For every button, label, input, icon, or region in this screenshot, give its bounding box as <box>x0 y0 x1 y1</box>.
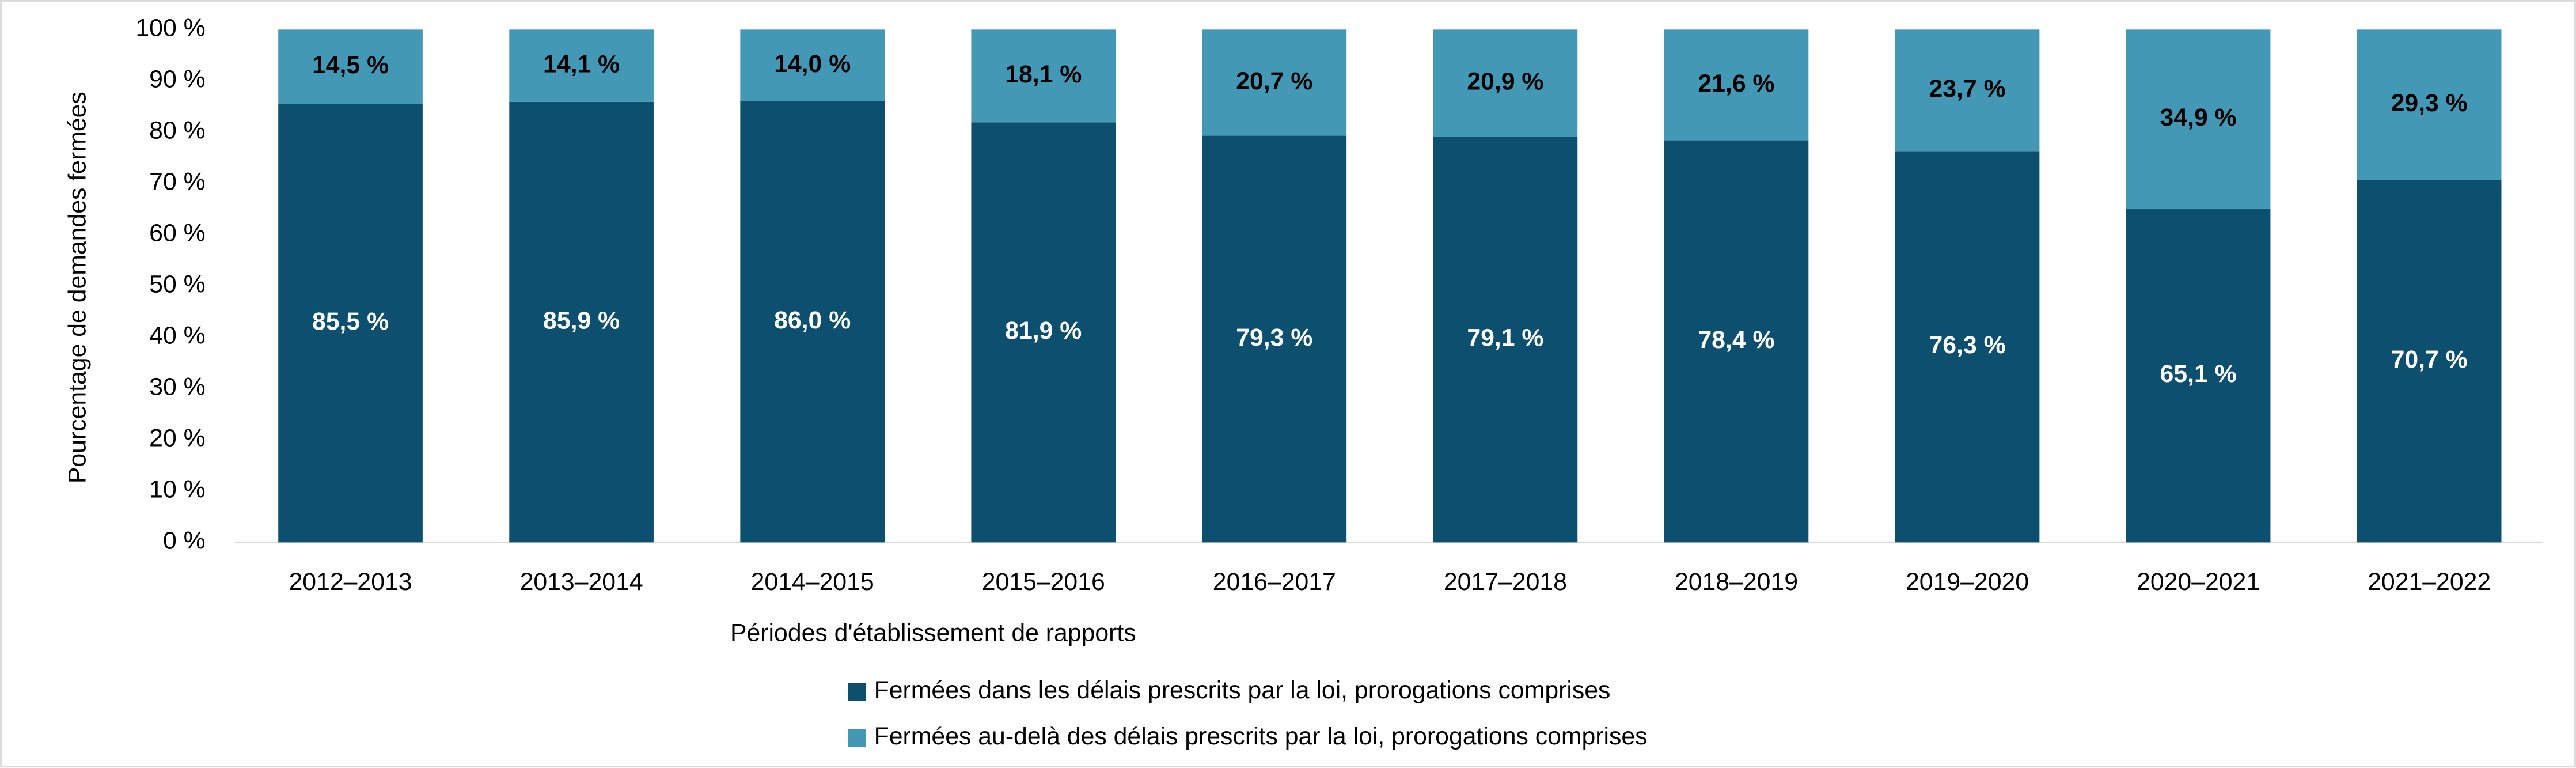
x-tick-label: 2016–2017 <box>1213 568 1336 596</box>
y-tick-label: 0 % <box>163 527 206 555</box>
bar-segment <box>740 101 885 543</box>
y-tick-label: 70 % <box>149 168 205 196</box>
bar-segment <box>1202 29 1347 136</box>
value-label: 14,1 % <box>543 50 620 78</box>
bar-segment <box>2357 180 2502 543</box>
x-tick-label: 2020–2021 <box>2137 568 2260 596</box>
bar-segment <box>971 122 1116 543</box>
y-tick-label: 50 % <box>149 271 205 298</box>
value-label: 76,3 % <box>1929 331 2005 359</box>
bar-segment <box>971 29 1116 123</box>
bar-segment <box>509 29 654 102</box>
value-label: 65,1 % <box>2160 360 2237 388</box>
value-label: 70,7 % <box>2391 346 2468 373</box>
y-tick-label: 90 % <box>149 66 205 93</box>
bar-segment <box>278 29 423 104</box>
y-tick-label: 30 % <box>149 373 205 401</box>
y-tick-label: 100 % <box>135 14 205 42</box>
y-tick-label: 60 % <box>149 220 205 247</box>
value-label: 14,0 % <box>774 50 851 78</box>
y-tick-label: 10 % <box>149 476 205 504</box>
value-label: 23,7 % <box>1929 75 2005 103</box>
bar-segment <box>1895 29 2040 152</box>
bar-segment <box>1433 137 1578 543</box>
bar-segment <box>1664 140 1809 543</box>
bar-segment <box>1433 29 1578 137</box>
legend-label: Fermées dans les délais prescrits par la… <box>874 676 1611 704</box>
x-tick-label: 2012–2013 <box>289 568 412 596</box>
legend-label: Fermées au-delà des délais prescrits par… <box>874 722 1648 750</box>
value-label: 14,5 % <box>312 51 389 79</box>
value-label: 79,1 % <box>1467 324 1543 352</box>
y-axis-title: Pourcentage de demandes fermées <box>63 92 91 483</box>
value-label: 34,9 % <box>2160 104 2237 131</box>
x-tick-label: 2014–2015 <box>751 568 874 596</box>
value-label: 86,0 % <box>774 307 851 334</box>
bar-segment <box>2126 208 2271 543</box>
x-tick-label: 2017–2018 <box>1444 568 1567 596</box>
bar-segment <box>2357 29 2502 180</box>
value-label: 21,6 % <box>1698 70 1774 97</box>
y-tick-label: 20 % <box>149 425 205 452</box>
x-tick-label: 2021–2022 <box>2368 568 2491 596</box>
x-tick-label: 2019–2020 <box>1906 568 2029 596</box>
value-label: 18,1 % <box>1005 60 1082 88</box>
value-label: 85,9 % <box>543 307 620 334</box>
value-label: 81,9 % <box>1005 317 1082 345</box>
value-label: 85,5 % <box>312 308 389 335</box>
value-label: 20,7 % <box>1236 67 1312 95</box>
y-tick-label: 80 % <box>149 117 205 145</box>
bar-segment <box>1664 29 1809 141</box>
bar-segment <box>740 29 885 101</box>
legend-swatch <box>848 683 866 701</box>
x-tick-label: 2018–2019 <box>1675 568 1798 596</box>
x-tick-label: 2015–2016 <box>982 568 1105 596</box>
value-label: 29,3 % <box>2391 89 2468 117</box>
bar-segment <box>278 104 423 543</box>
legend-swatch <box>848 729 866 747</box>
bar-segment <box>1895 151 2040 543</box>
bar-segment <box>2126 29 2271 209</box>
x-tick-label: 2013–2014 <box>520 568 643 596</box>
bar-segment <box>509 101 654 543</box>
bar-segment <box>1202 135 1347 543</box>
y-tick-label: 40 % <box>149 322 205 350</box>
x-axis-title: Périodes d'établissement de rapports <box>730 619 1136 646</box>
value-label: 78,4 % <box>1698 326 1774 354</box>
value-label: 79,3 % <box>1236 324 1312 351</box>
value-label: 20,9 % <box>1467 68 1543 96</box>
